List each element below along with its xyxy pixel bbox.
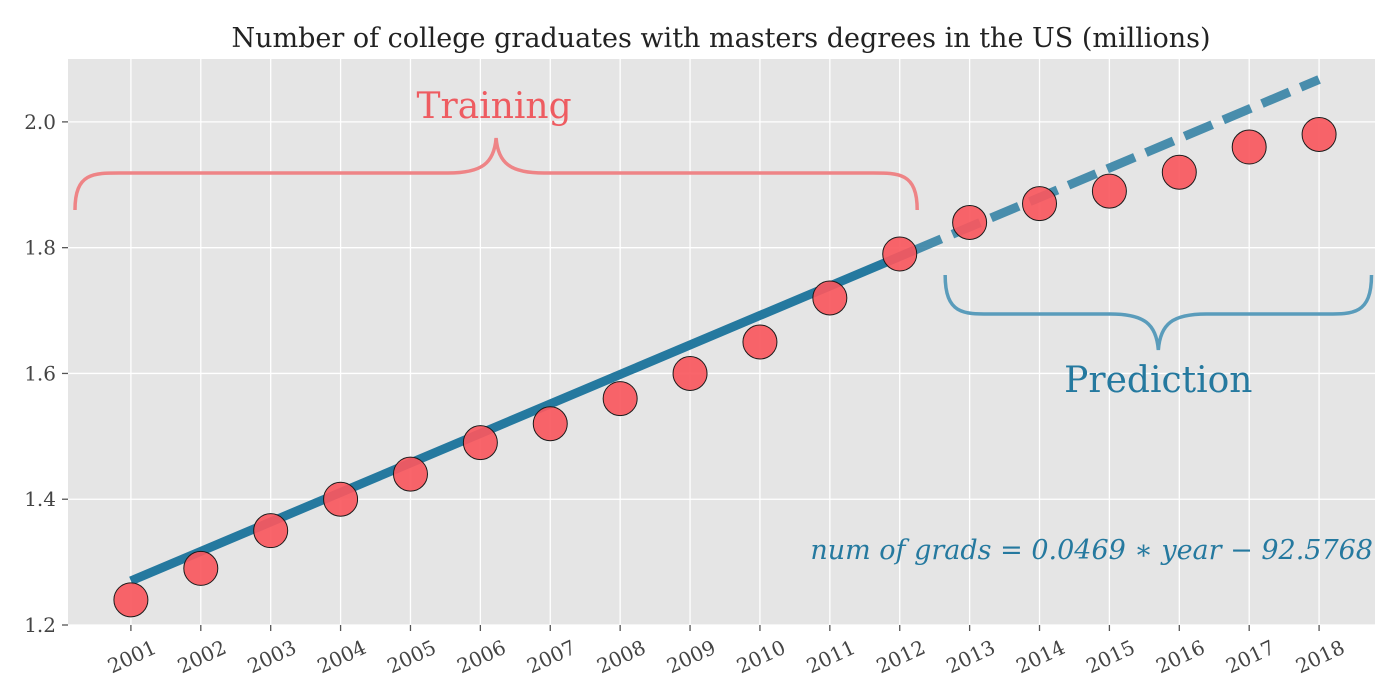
data-point [1161,154,1197,190]
data-point [113,582,149,618]
data-point [1091,173,1127,209]
prediction-label: Prediction [1064,360,1252,401]
data-point [812,280,848,316]
data-point [602,381,638,417]
data-point [952,205,988,241]
y-tick-label: 1.2 [24,613,56,637]
data-points [113,116,1337,618]
data-point [392,456,428,492]
y-axis: 1.2 1.4 1.6 1.8 2.0 [24,110,68,637]
data-point [532,406,568,442]
prediction-brace [943,274,1374,351]
data-point [253,513,289,549]
training-brace [73,137,919,211]
data-point [1231,129,1267,165]
y-tick-label: 1.4 [24,487,56,511]
data-point [462,425,498,461]
chart-title: Number of college graduates with masters… [231,23,1210,54]
data-point [323,481,359,517]
data-point [1301,116,1337,152]
y-tick-label: 2.0 [24,110,56,134]
data-point [882,236,918,272]
data-point [672,355,708,391]
data-point [183,550,219,586]
regression-equation: num of grads = 0.0469 ∗ year − 92.5768 [810,535,1373,566]
regression-prediction-line [911,75,1321,255]
training-label: Training [417,86,572,127]
data-point [742,324,778,360]
y-tick-label: 1.8 [24,236,56,260]
y-tick-label: 1.6 [24,361,56,385]
data-point [1022,186,1058,222]
